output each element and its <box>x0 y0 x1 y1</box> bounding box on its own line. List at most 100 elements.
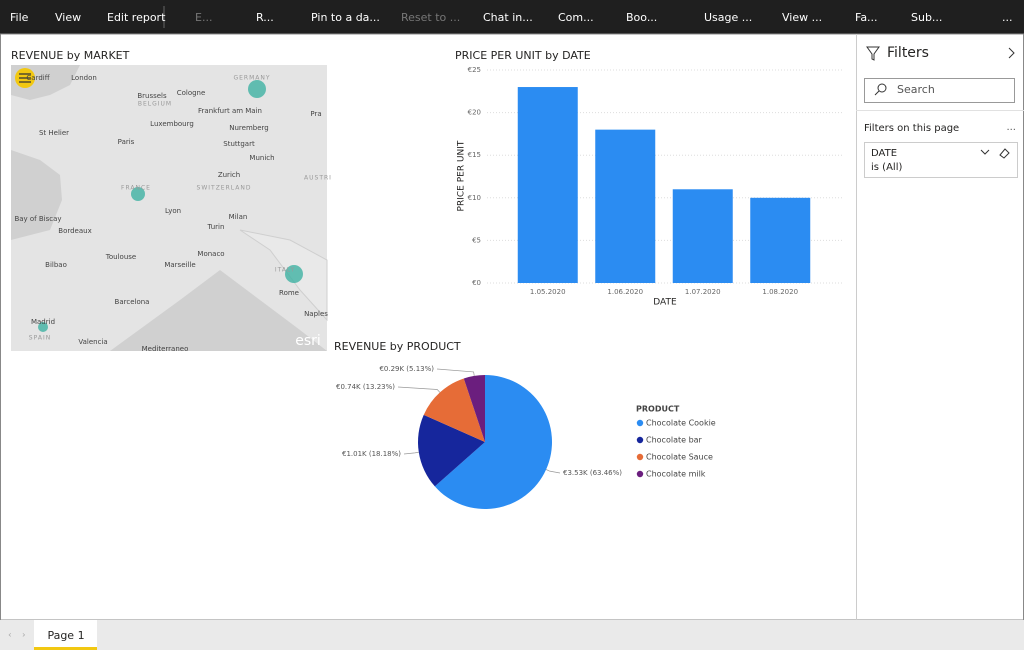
bar[interactable] <box>750 197 811 283</box>
pie-slice[interactable] <box>418 414 485 487</box>
map-place: Turin <box>207 223 225 231</box>
x-tick-label: 1.07.2020 <box>685 288 721 296</box>
clear-filter[interactable] <box>999 148 1010 159</box>
map-place: London <box>71 74 97 82</box>
y-tick-label: €20 <box>468 109 481 117</box>
map <box>11 65 328 351</box>
leader-line <box>403 451 419 455</box>
legend-marker <box>636 470 644 478</box>
pie-slice[interactable] <box>463 375 485 442</box>
x-tick-label: 1.06.2020 <box>607 288 643 296</box>
y-tick-label: €25 <box>468 66 481 74</box>
map-place: SPAIN <box>29 335 51 342</box>
search-icon <box>874 90 880 96</box>
toolbar-button[interactable]: Sub... <box>911 11 942 24</box>
legend-marker <box>636 453 644 461</box>
leader-line <box>436 368 475 376</box>
map-place: Pra <box>310 110 321 118</box>
map-place: Bordeaux <box>58 227 91 235</box>
data-label: €0.29K (5.13%) <box>379 365 434 373</box>
y-axis-label: PRICE PER UNIT <box>457 140 467 211</box>
map-menu-icon <box>19 73 31 83</box>
map-place: Paris <box>118 138 135 146</box>
map-place: Marseille <box>164 261 195 269</box>
map-border <box>239 229 328 322</box>
toolbar-button[interactable]: ... <box>1002 11 1013 24</box>
data-label: €0.74K (13.23%) <box>336 383 395 391</box>
map-place: Stuttgart <box>223 140 255 148</box>
search-icon <box>877 83 887 93</box>
legend-entry[interactable]: Chocolate Cookie <box>646 419 716 428</box>
x-axis-label: DATE <box>653 298 677 308</box>
toolbar-button[interactable]: View <box>55 11 81 24</box>
map-place: Toulouse <box>105 253 136 261</box>
map-place: Luxembourg <box>150 120 194 128</box>
toolbar-button[interactable]: Edit report <box>107 11 166 24</box>
map-place: ITALY <box>275 267 295 274</box>
toolbar-button[interactable]: R... <box>256 11 274 24</box>
legend-entry[interactable]: Chocolate Sauce <box>646 453 713 462</box>
toolbar-button[interactable]: Pin to a da... <box>311 11 380 24</box>
toolbar-button[interactable]: E... <box>195 11 212 24</box>
legend-entry[interactable]: Chocolate bar <box>646 436 703 445</box>
search-box[interactable] <box>864 78 1015 103</box>
toolbar-button[interactable]: Usage ... <box>704 11 752 24</box>
filter-icon <box>866 46 880 61</box>
toolbar-button[interactable]: Boo... <box>626 11 657 24</box>
map-bubble[interactable] <box>131 187 145 201</box>
map-place: Bilbao <box>45 261 67 269</box>
toolbar-button[interactable]: View ... <box>782 11 822 24</box>
toolbar-button[interactable]: Fa... <box>855 11 878 24</box>
leader-line <box>397 386 441 393</box>
map-place: Munich <box>249 154 274 162</box>
map-place: Frankfurt am Main <box>198 107 262 115</box>
next-page[interactable]: › <box>22 631 26 641</box>
map-place: Valencia <box>78 338 107 346</box>
page-tab-label[interactable]: Page 1 <box>47 629 84 642</box>
map-place: Monaco <box>197 250 224 258</box>
legend-entry[interactable]: Chocolate milk <box>646 470 706 479</box>
data-label: €1.01K (18.18%) <box>342 450 401 458</box>
map-place: Mediterraneo <box>142 345 189 353</box>
map-place: BELGIUM <box>138 101 172 108</box>
x-tick-label: 1.05.2020 <box>530 288 566 296</box>
more-options[interactable]: ... <box>1006 122 1016 133</box>
toolbar-button[interactable]: Reset to ... <box>401 11 460 24</box>
legend-marker <box>636 436 644 444</box>
prev-page[interactable]: ‹ <box>8 631 12 641</box>
filter-state: is (All) <box>871 162 902 173</box>
page-tab[interactable] <box>34 620 97 650</box>
search-placeholder: Search <box>897 83 935 96</box>
map-bubble[interactable] <box>248 80 266 98</box>
map-bubble[interactable] <box>38 322 48 332</box>
expand-filter[interactable] <box>980 149 990 155</box>
map-place: Bay of Biscay <box>14 215 61 223</box>
map-place: Cologne <box>177 89 206 97</box>
pie-slice[interactable] <box>434 375 552 510</box>
y-tick-label: €5 <box>472 236 481 244</box>
toolbar-button[interactable]: File <box>10 11 29 24</box>
y-tick-label: €10 <box>468 194 481 202</box>
pie-slice[interactable] <box>423 378 485 442</box>
y-tick-label: €0 <box>472 279 481 287</box>
x-tick-label: 1.08.2020 <box>762 288 798 296</box>
collapse-button[interactable] <box>1008 47 1015 59</box>
data-label: €3.53K (63.46%) <box>563 469 622 477</box>
toolbar-button[interactable]: Com... <box>558 11 594 24</box>
map-title: REVENUE by MARKET <box>11 49 130 62</box>
map-bubble[interactable] <box>285 265 303 283</box>
map-place: Nuremberg <box>229 124 268 132</box>
toolbar-button[interactable]: Chat in... <box>483 11 533 24</box>
map-place: GERMANY <box>233 75 270 82</box>
y-tick-label: €15 <box>468 151 481 159</box>
map-place: St Helier <box>39 129 69 137</box>
bar[interactable] <box>517 87 578 283</box>
filter-card[interactable] <box>864 142 1018 178</box>
leader-line <box>545 469 561 474</box>
chart-title: REVENUE by PRODUCT <box>334 340 461 353</box>
bar[interactable] <box>672 189 733 283</box>
bar[interactable] <box>595 129 656 283</box>
map-sea <box>11 150 62 240</box>
map-place: AUSTRI <box>304 175 332 182</box>
